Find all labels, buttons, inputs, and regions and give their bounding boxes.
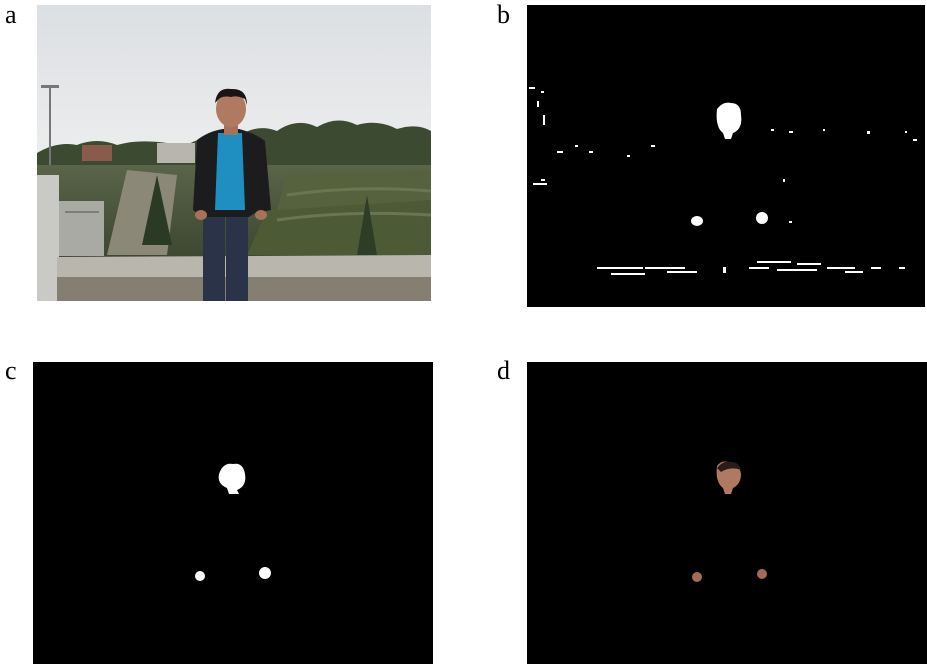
extracted-regions — [527, 362, 927, 664]
panel-label-a: a — [5, 0, 17, 29]
filtered-mask — [33, 362, 433, 664]
panel-b-skin-detection — [527, 5, 925, 307]
detection-mask — [527, 5, 925, 307]
panel-a-original-photo — [37, 5, 431, 301]
panel-c-filtered-mask — [33, 362, 433, 664]
panel-label-c: c — [5, 356, 17, 385]
panel-label-b: b — [497, 0, 510, 29]
panel-d-extracted-skin — [527, 362, 927, 664]
panel-label-d: d — [497, 356, 510, 385]
photo-scene — [37, 5, 431, 301]
